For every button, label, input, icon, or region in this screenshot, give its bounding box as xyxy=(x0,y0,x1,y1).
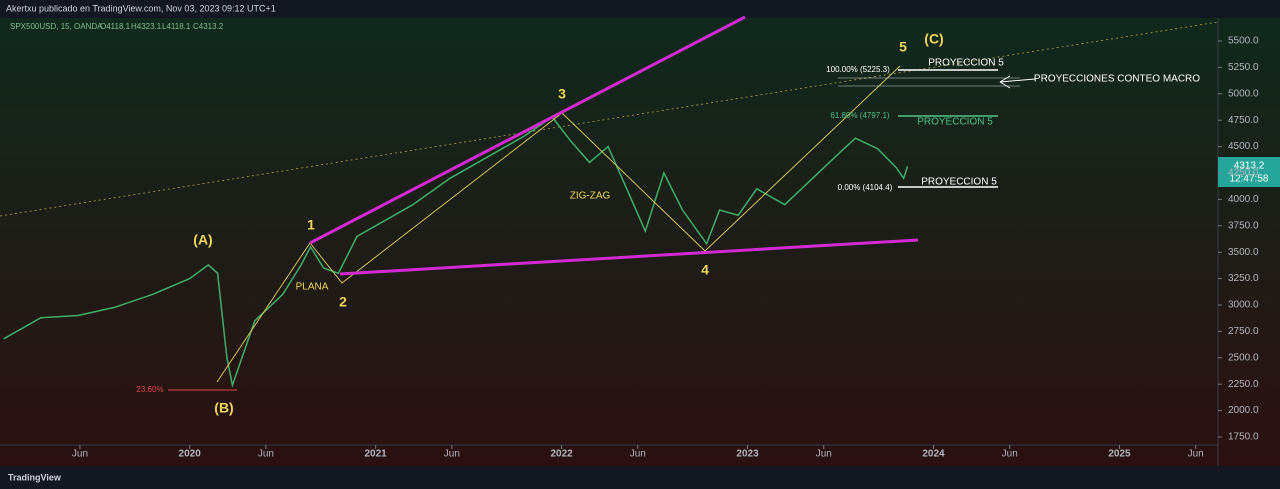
top-bar xyxy=(0,0,1280,18)
annotation: 2 xyxy=(339,294,347,310)
channel-line xyxy=(309,15,746,245)
x-tick-label: Jun xyxy=(630,449,646,460)
bottom-bar xyxy=(0,466,1280,489)
price-label: 4313.2 xyxy=(1234,161,1265,172)
annotation: (A) xyxy=(193,232,212,248)
y-tick-label: 2750.0 xyxy=(1228,326,1259,337)
annotation: ZIG-ZAG xyxy=(570,191,611,202)
x-tick-label: 2021 xyxy=(365,449,388,460)
annotation: 0.00% (4104.4) xyxy=(838,183,893,192)
annotation: 100.00% (5225.3) xyxy=(826,65,890,74)
y-tick-label: 4000.0 xyxy=(1228,194,1259,205)
trend-line xyxy=(0,21,1219,217)
annotation: PROYECCION 5 xyxy=(917,117,993,128)
y-tick-label: 3250.0 xyxy=(1228,273,1259,284)
ohlc-value: C4313.2 xyxy=(193,22,224,31)
x-tick-label: Jun xyxy=(816,449,832,460)
y-tick-label: 3000.0 xyxy=(1228,300,1259,311)
annotation: 23.60% xyxy=(136,385,163,394)
publisher: Akertxu publicado en TradingView.com, No… xyxy=(6,3,276,13)
x-tick-label: 2022 xyxy=(550,449,573,460)
annotation: (C) xyxy=(924,31,943,47)
annotation: (B) xyxy=(214,400,233,416)
y-tick-label: 3500.0 xyxy=(1228,247,1259,258)
price-tag xyxy=(1218,157,1280,187)
ohlc-value: L4118.1 xyxy=(162,22,191,31)
annotation: 61.80% (4797.1) xyxy=(830,111,889,120)
y-tick-label: 5000.0 xyxy=(1228,88,1259,99)
y-tick-label: 4500.0 xyxy=(1228,141,1259,152)
symbol: SPX500USD, 15, OANDA xyxy=(10,22,103,31)
y-tick-label: 2500.0 xyxy=(1228,352,1259,363)
price-line xyxy=(3,115,909,389)
annotation: 4 xyxy=(701,262,709,278)
y-tick-label: 2000.0 xyxy=(1228,405,1259,416)
y-tick-label: 1750.0 xyxy=(1228,432,1259,443)
annotation: PROYECCION 5 xyxy=(921,177,997,188)
x-tick-label: Jun xyxy=(1002,449,1018,460)
x-tick-label: 2023 xyxy=(736,449,759,460)
channel-line xyxy=(339,238,919,276)
y-tick-label: 5500.0 xyxy=(1228,36,1259,47)
y-tick-label: 2250.0 xyxy=(1228,379,1259,390)
y-tick-label: 4250.0 xyxy=(1228,168,1259,179)
x-tick-label: 2025 xyxy=(1108,449,1131,460)
x-tick-label: 2024 xyxy=(922,449,945,460)
annotation: PLANA xyxy=(296,282,329,293)
annotation: 1 xyxy=(307,217,315,233)
arrow xyxy=(999,81,1011,89)
countdown: 12:47:58 xyxy=(1230,174,1269,185)
y-tick-label: 4750.0 xyxy=(1228,115,1259,126)
ohlc-value: O4118.1 xyxy=(100,22,131,31)
annotation: PROYECCIONES CONTEO MACRO xyxy=(1034,74,1200,85)
x-tick-label: Jun xyxy=(1188,449,1204,460)
x-tick-label: Jun xyxy=(444,449,460,460)
annotation: PROYECCION 5 xyxy=(928,58,1004,69)
x-tick-label: Jun xyxy=(72,449,88,460)
x-tick-label: 2020 xyxy=(179,449,202,460)
annotation: 5 xyxy=(899,39,907,55)
plot xyxy=(3,115,909,389)
wave-line xyxy=(216,65,901,383)
ohlc: O4118.1 H4323.1 L4118.1 C4313.2 xyxy=(100,22,224,31)
x-tick-label: Jun xyxy=(258,449,274,460)
y-tick-label: 3750.0 xyxy=(1228,220,1259,231)
annotation: 3 xyxy=(558,86,566,102)
y-tick-label: 5250.0 xyxy=(1228,62,1259,73)
brand: TradingView xyxy=(8,472,62,482)
ohlc-value: H4323.1 xyxy=(131,22,162,31)
